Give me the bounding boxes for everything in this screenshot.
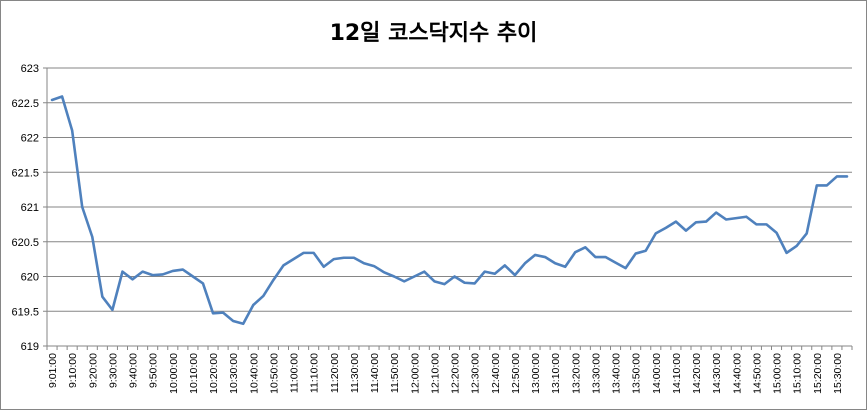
x-tick-label: 15:20:00 [812,353,824,394]
x-tick-label: 10:00:00 [168,353,180,394]
chart-title: 12일 코스닥지수 추이 [329,21,538,46]
y-tick-label: 620 [21,272,39,284]
y-tick-label: 620.5 [11,237,39,249]
x-tick-label: 11:50:00 [389,353,401,393]
x-tick-label: 13:00:00 [530,353,542,394]
x-tick-label: 13:50:00 [631,353,643,394]
x-tick-label: 14:40:00 [731,353,743,394]
x-tick-label: 10:30:00 [228,353,240,394]
x-tick-label: 15:00:00 [772,353,784,394]
x-tick-label: 10:40:00 [248,353,260,394]
x-tick-label: 13:40:00 [611,353,623,394]
x-tick-label: 14:30:00 [711,353,723,394]
x-tick-label: 11:20:00 [329,353,341,393]
x-tick-label: 14:00:00 [651,353,663,394]
x-tick-label: 10:50:00 [268,353,280,394]
x-tick-label: 10:20:00 [208,353,220,394]
y-tick-label: 622 [21,133,39,145]
x-tick-label: 12:30:00 [470,353,482,394]
x-tick-label: 12:00:00 [409,353,421,394]
x-tick-label: 9:20:00 [87,353,99,388]
x-tick-label: 11:00:00 [289,353,301,393]
x-tick-label: 11:10:00 [309,353,321,393]
x-tick-label: 12:10:00 [429,353,441,394]
x-tick-label: 9:30:00 [107,353,119,388]
x-tick-label: 15:30:00 [832,353,844,394]
x-tick-labels: 9:01:00 9:10:00 9:20:00 9:30:00 9:40:00 9:50:… [47,353,844,394]
axes [43,67,853,350]
series-line-0 [50,95,849,326]
x-tick-label: 12:20:00 [450,353,462,394]
y-tick-label: 619.5 [11,306,39,318]
x-tick-label: 9:50:00 [148,353,160,388]
x-tick-label: 14:10:00 [671,353,683,394]
y-tick-label: 623 [21,63,39,75]
y-tick-label: 622.5 [11,98,39,110]
gridlines [47,67,852,347]
x-tick-label: 9:01:00 [47,353,59,388]
y-tick-label: 621 [21,202,39,214]
x-tick-label: 14:20:00 [691,353,703,394]
series [50,95,849,326]
x-tick-label: 11:30:00 [349,353,361,393]
y-tick-labels: 619 619.5 620 620.5 621 621.5 622 622.5 623 [11,63,39,353]
x-tick-label: 12:40:00 [490,353,502,394]
x-tick-label: 13:10:00 [550,353,562,394]
x-tick-label: 9:40:00 [128,353,140,388]
x-tick-label: 13:20:00 [570,353,582,394]
x-tick-label: 10:10:00 [188,353,200,394]
x-tick-label: 12:50:00 [510,353,522,394]
x-tick-label: 11:40:00 [369,353,381,393]
y-tick-label: 621.5 [11,167,39,179]
x-tick-label: 13:30:00 [590,353,602,394]
x-tick-label: 14:50:00 [751,353,763,394]
y-tick-label: 619 [21,341,39,353]
x-tick-label: 15:10:00 [792,353,804,394]
x-tick-label: 9:10:00 [67,353,79,388]
